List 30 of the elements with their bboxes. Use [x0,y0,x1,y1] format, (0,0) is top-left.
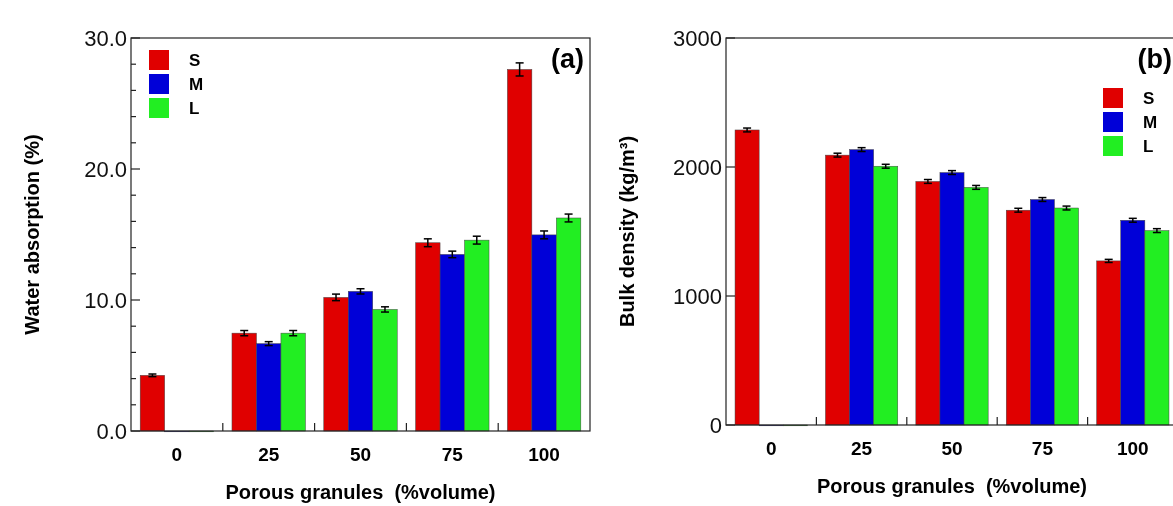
y-tick-label: 0 [709,412,722,438]
legend-label: L [189,98,200,118]
x-axis-title: Porous granules (%volume) [225,481,496,503]
x-tick-label: 25 [851,438,873,459]
x-tick-label: 100 [1116,438,1149,459]
x-tick-label: 75 [441,444,464,465]
legend-label: S [189,50,201,70]
y-tick-label: 3000 [673,25,722,51]
annotation: (b) [1137,44,1172,74]
y-tick-label: 30.0 [84,25,127,51]
y-tick-label: 2000 [673,154,722,180]
y-axis-title: Bulk density (kg/m³) [616,135,638,328]
x-tick-label: 0 [171,444,183,465]
x-tick-label: 50 [941,438,963,459]
y-tick-label: 20.0 [84,156,127,182]
legend-label: S [1143,88,1155,108]
y-tick-label: 10.0 [84,287,127,313]
y-axis-title: Water absorption (%) [21,134,43,335]
x-tick-label: 25 [258,444,280,465]
x-tick-label: 75 [1031,438,1054,459]
x-tick-label: 100 [528,444,560,465]
legend-label: M [1143,112,1158,132]
x-axis-title: Porous granules (%volume) [816,475,1088,497]
legend-label: M [189,74,204,94]
x-tick-label: 50 [349,444,372,465]
legend-label: L [1143,136,1154,156]
y-tick-label: 0.0 [96,418,127,444]
x-tick-label: 0 [765,438,777,459]
annotation: (a) [551,44,584,74]
y-tick-label: 1000 [673,283,722,309]
